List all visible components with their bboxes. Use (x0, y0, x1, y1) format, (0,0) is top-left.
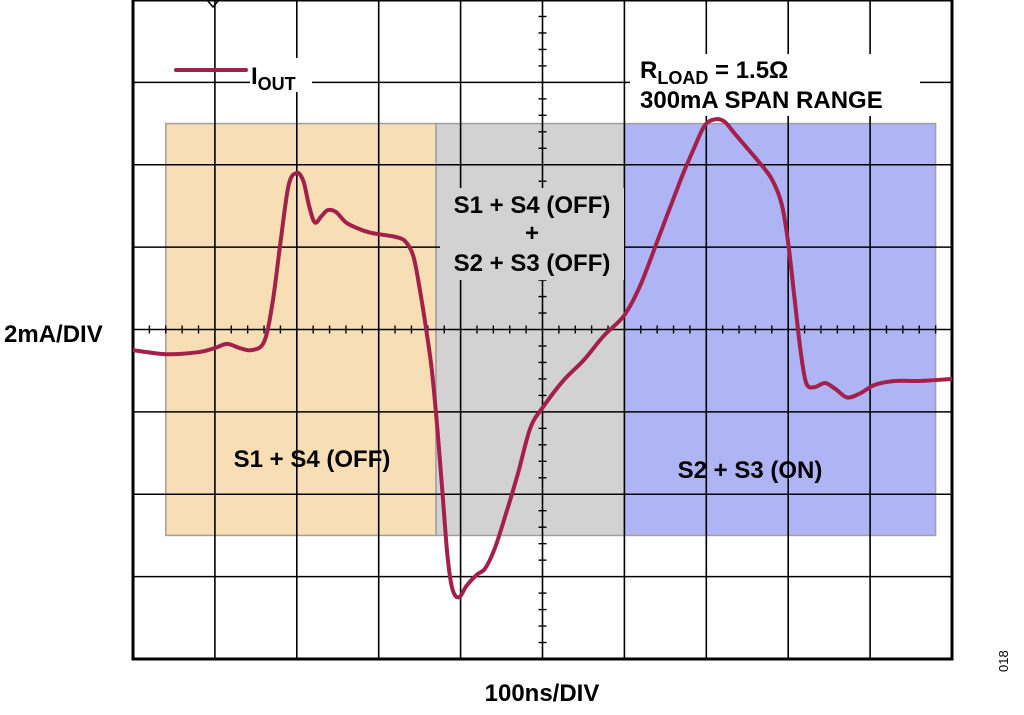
series-line-iout (133, 117, 952, 600)
x-axis-label: 100ns/DIV (485, 680, 600, 707)
span-annotation: 300mA SPAN RANGE (640, 87, 883, 114)
trigger-marker-icon (206, 0, 220, 9)
rload-prefix: R (640, 57, 657, 84)
region-label-line-3: S2 + S3 (OFF) (454, 250, 611, 277)
plot-frame (131, 0, 954, 661)
figure-id: 018 (996, 650, 1011, 672)
rload-subscript: LOAD (657, 68, 708, 88)
legend-label: IOUT (251, 63, 296, 94)
center-axis-ticks (148, 15, 937, 644)
rload-annotation: RLOAD = 1.5Ω (640, 57, 788, 88)
legend: IOUT (174, 58, 312, 94)
region-label-background (440, 188, 624, 280)
rload-value: = 1.5Ω (708, 57, 788, 84)
legend-label-subscript: OUT (258, 74, 296, 94)
region-label-s2-s3-on: S2 + S3 (ON) (678, 457, 823, 484)
region-label-s1-s4-off: S1 + S4 (OFF) (234, 446, 391, 473)
region-label-line-1: S1 + S4 (OFF) (454, 192, 611, 219)
y-axis-label: 2mA/DIV (4, 321, 103, 348)
region-label-line-2: + (525, 220, 539, 247)
legend-label-main: I (251, 63, 258, 90)
annotation-background (630, 54, 920, 116)
legend-label-background (250, 58, 312, 92)
annotation-block: RLOAD = 1.5Ω 300mA SPAN RANGE (630, 54, 920, 116)
